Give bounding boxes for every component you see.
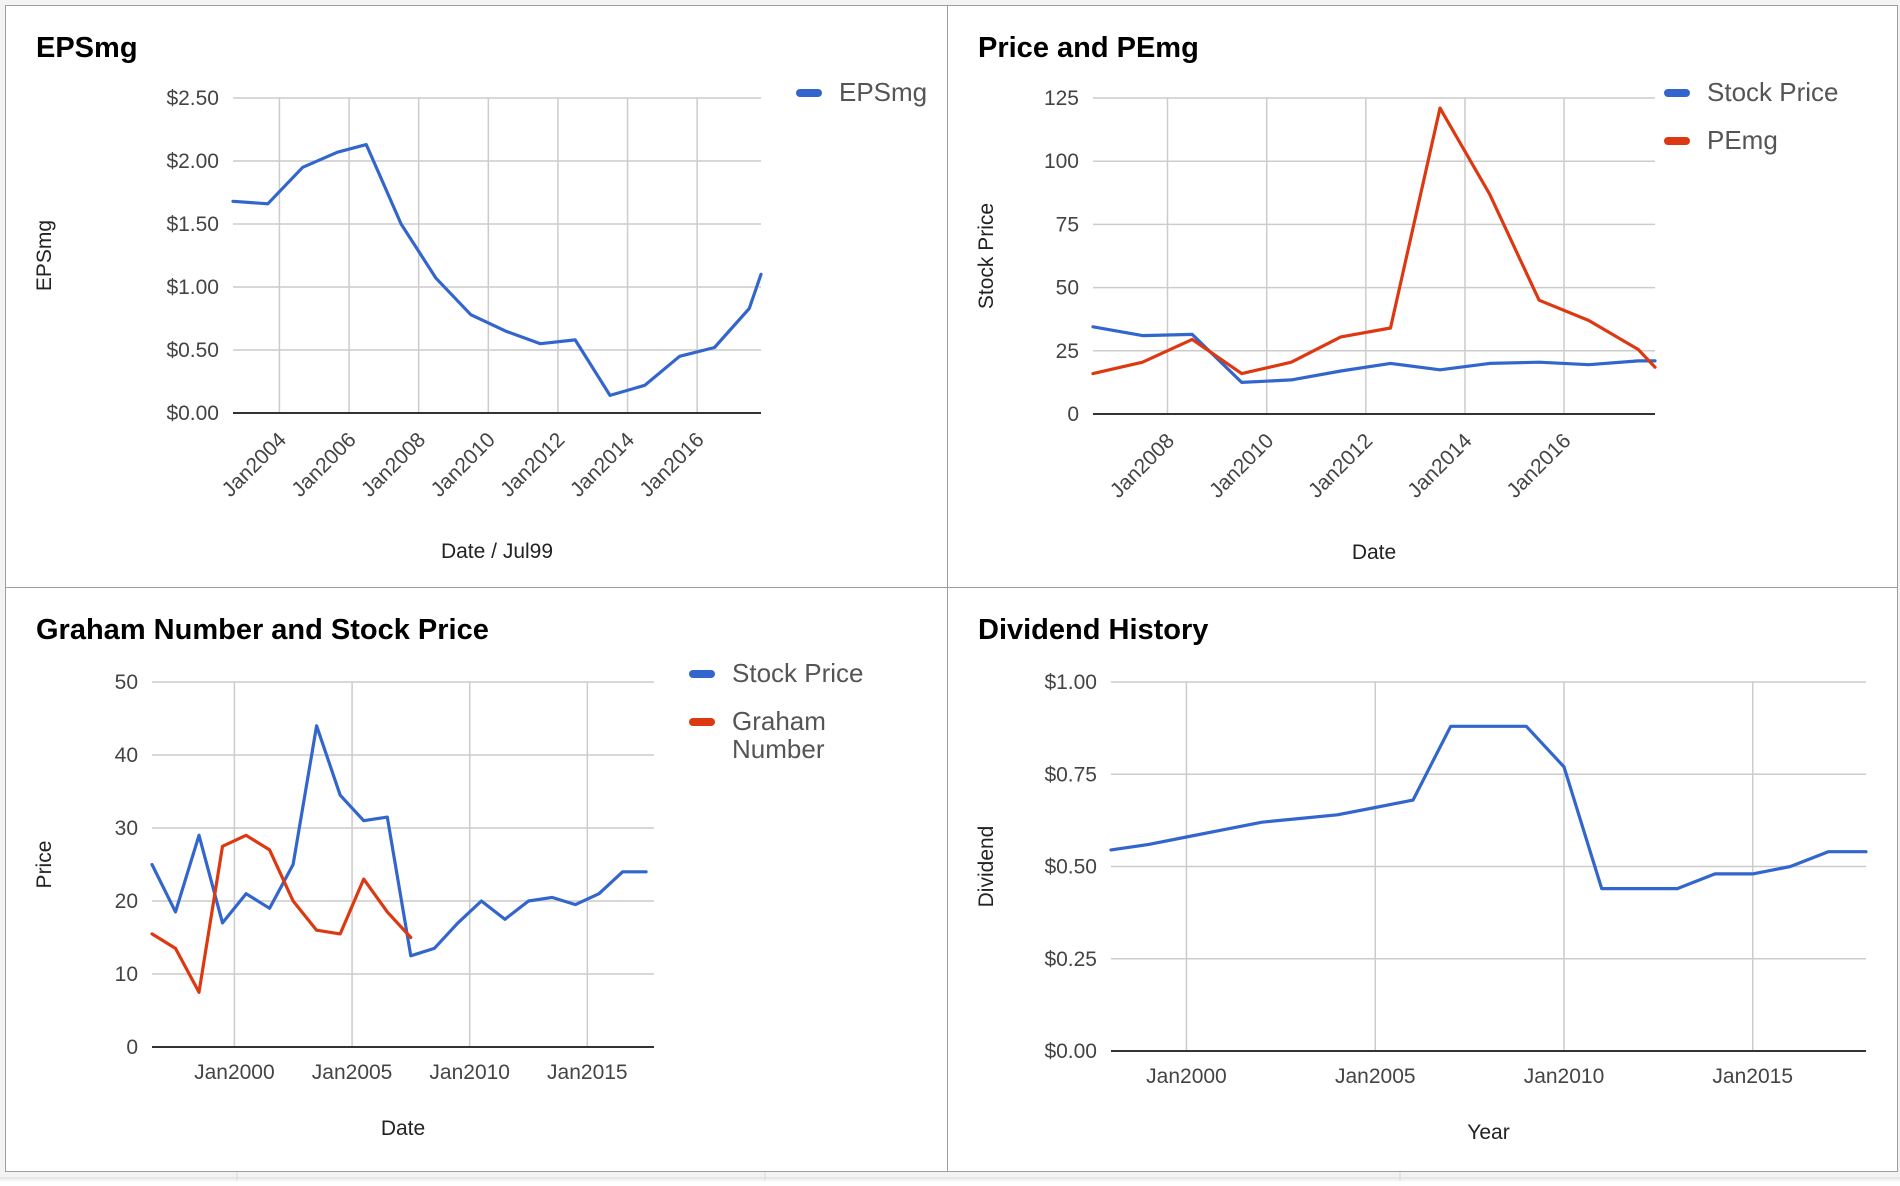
y-tick-label: 10 <box>115 963 138 986</box>
legend-label: Graham Number <box>732 706 826 764</box>
y-tick-label: 125 <box>1044 87 1079 110</box>
x-tick-label: Jan2010 <box>1205 429 1278 502</box>
y-tick-label: 25 <box>1056 340 1079 363</box>
eps-chart[interactable]: $0.00$0.50$1.00$1.50$2.00$2.50Jan2004Jan… <box>6 6 949 589</box>
graham-chart-panel[interactable]: Graham Number and Stock Price 0 10 20 30 40 5… <box>5 587 948 1172</box>
x-tick-label: Jan2012 <box>496 428 569 501</box>
y-tick-label: $1.00 <box>166 276 219 299</box>
chart-title: Price and PEmg <box>978 32 1199 64</box>
y-tick-label: 100 <box>1044 150 1079 173</box>
x-tick-label: Jan2014 <box>1403 429 1476 502</box>
dividend-chart[interactable]: $0.00 $0.25 $0.50 $0.75 $1.00 Jan2000 Jan2005 J… <box>948 588 1899 1173</box>
y-axis-title: Stock Price <box>975 203 998 309</box>
y-tick-label: 50 <box>115 671 138 694</box>
y-axis-title: Dividend <box>975 826 998 908</box>
x-axis-title: Date <box>1352 541 1396 564</box>
y-tick-label: $2.00 <box>166 150 219 173</box>
y-tick-label: $0.50 <box>166 339 219 362</box>
price-pe-chart-panel[interactable]: Price and PEmg 0 25 50 75 100 125 Jan2008 Jan20… <box>947 5 1898 588</box>
legend-label: PEmg <box>1707 125 1778 155</box>
x-tick-label: Jan2005 <box>312 1061 393 1084</box>
y-axis-title: Price <box>33 841 56 889</box>
pemg-line <box>1091 106 1657 376</box>
x-tick-label: Jan2005 <box>1335 1065 1416 1088</box>
graham-number-line <box>150 833 413 994</box>
x-tick-label: Jan2015 <box>547 1061 628 1084</box>
y-tick-label: $0.00 <box>1044 1040 1097 1063</box>
y-tick-label: 0 <box>1067 403 1079 426</box>
x-tick-label: Jan2008 <box>357 428 430 501</box>
x-tick-label: Jan2006 <box>287 428 360 501</box>
x-tick-label: Jan2016 <box>1502 429 1575 502</box>
legend-label: Stock Price <box>1707 77 1839 107</box>
x-tick-label: Jan2010 <box>1524 1065 1605 1088</box>
x-tick-label: Jan2000 <box>194 1061 275 1084</box>
epsmg-line <box>231 143 763 397</box>
x-tick-label: Jan2000 <box>1146 1065 1227 1088</box>
y-axis-title: EPSmg <box>33 220 56 291</box>
y-tick-label: 0 <box>126 1036 138 1059</box>
stock-price-line <box>150 724 648 958</box>
chart-title: Graham Number and Stock Price <box>36 614 489 646</box>
y-tick-label: 20 <box>115 890 138 913</box>
chart-title: Dividend History <box>978 614 1209 646</box>
x-tick-label: Jan2010 <box>427 428 500 501</box>
y-tick-label: $0.00 <box>166 402 219 425</box>
eps-chart-panel[interactable]: EPSmg $0.00 $0.50 $1.00 $1.50 $2.00 $2.50 Jan2… <box>5 5 948 588</box>
y-tick-label: $1.50 <box>166 213 219 236</box>
x-tick-label: Jan2010 <box>429 1061 510 1084</box>
stock-price-line <box>1091 325 1657 384</box>
x-tick-label: Jan2004 <box>218 428 291 501</box>
dividend-chart-panel[interactable]: Dividend History $0.00 $0.25 $0.50 $0.75 $1.… <box>947 587 1898 1172</box>
x-axis-title: Date / Jul99 <box>441 540 553 563</box>
x-tick-label: Jan2014 <box>566 428 639 501</box>
x-tick-label: Jan2008 <box>1106 429 1179 502</box>
price-pe-chart[interactable]: 0 25 50 75 100 125 Jan2008 Jan2010 Jan2012 Jan201… <box>948 6 1899 589</box>
y-tick-label: $0.75 <box>1044 763 1097 786</box>
y-tick-label: $2.50 <box>166 87 219 110</box>
y-tick-label: $1.00 <box>1044 671 1097 694</box>
legend-label: Stock Price <box>732 658 864 688</box>
y-tick-label: 75 <box>1056 213 1079 236</box>
y-tick-label: $0.50 <box>1044 856 1097 879</box>
x-axis-title: Date <box>381 1117 425 1140</box>
chart-title: EPSmg <box>36 32 138 64</box>
legend-label: EPSmg <box>839 77 927 107</box>
y-tick-label: 50 <box>1056 277 1079 300</box>
y-tick-label: 30 <box>115 817 138 840</box>
x-tick-label: Jan2012 <box>1304 429 1377 502</box>
x-tick-label: Jan2015 <box>1712 1065 1793 1088</box>
x-axis-title: Year <box>1467 1121 1509 1144</box>
x-tick-label: Jan2016 <box>635 428 708 501</box>
series-line <box>1109 724 1868 891</box>
graham-chart[interactable]: 0 10 20 30 40 50 Jan2000 Jan2005 Jan2010 Jan2015 D… <box>6 588 949 1173</box>
y-tick-label: $0.25 <box>1044 948 1097 971</box>
y-tick-label: 40 <box>115 744 138 767</box>
